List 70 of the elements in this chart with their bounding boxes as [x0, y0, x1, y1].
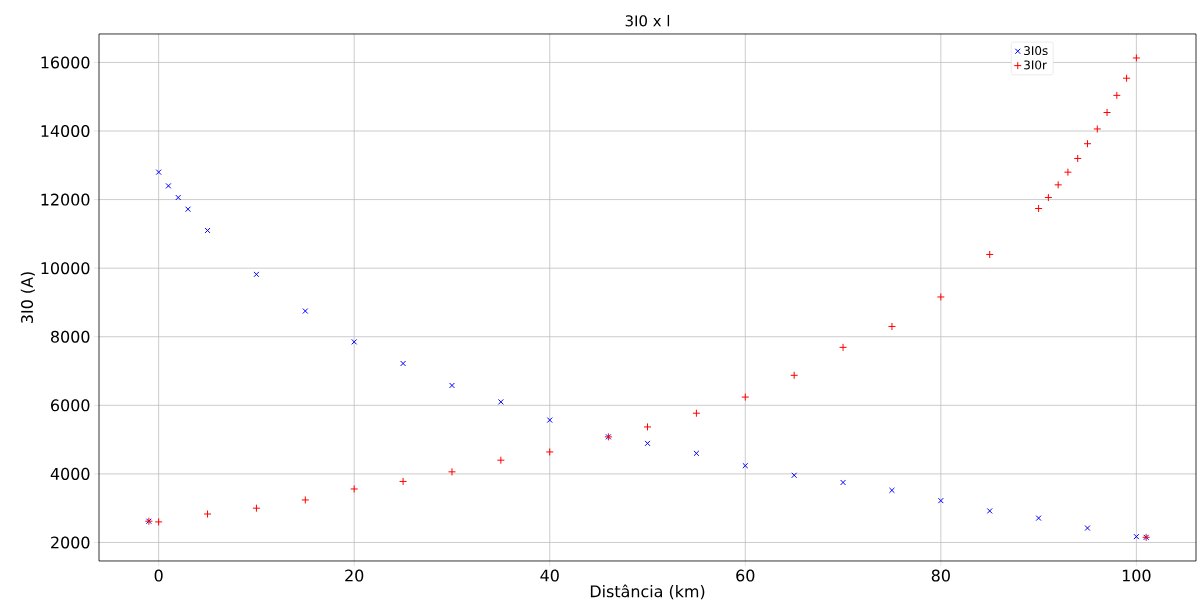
y-tick-label: 10000: [41, 262, 90, 275]
x-tick-label: 100: [1122, 569, 1151, 582]
point: [644, 440, 651, 447]
point: [1103, 108, 1112, 117]
point: [545, 447, 554, 456]
point: [790, 371, 799, 380]
point: [1063, 168, 1072, 177]
point: [204, 227, 211, 234]
point: [937, 497, 944, 504]
point: [448, 382, 455, 389]
point: [301, 495, 310, 504]
point: [1133, 533, 1140, 540]
point: [936, 292, 945, 301]
point: [693, 450, 700, 457]
point: [986, 507, 993, 514]
point: [155, 169, 162, 176]
point: [1093, 124, 1102, 133]
point: [985, 250, 994, 259]
point: [741, 393, 750, 402]
point: [497, 398, 504, 405]
point: [302, 308, 309, 314]
point: [1112, 91, 1121, 100]
point: [1054, 180, 1063, 189]
point: [742, 462, 749, 469]
legend-label: 3I0s: [1024, 46, 1048, 56]
point: [840, 479, 847, 486]
point: [351, 338, 358, 345]
y-tick-label: 16000: [41, 56, 90, 69]
point: [692, 409, 701, 418]
point: [546, 417, 553, 424]
point: [203, 510, 212, 519]
point: [399, 477, 408, 486]
point: [350, 484, 359, 493]
point: [185, 206, 191, 213]
x-tick-label: 0: [154, 569, 163, 582]
x-tick-label: 20: [345, 569, 364, 582]
point: [1083, 139, 1092, 148]
y-tick-label: 6000: [51, 399, 90, 412]
point: [175, 194, 182, 201]
x-tick-label: 80: [931, 569, 950, 582]
point: [1073, 154, 1082, 163]
point: [888, 487, 895, 494]
chart-title: 3I0 x l: [625, 14, 670, 27]
point: [400, 360, 407, 367]
point: [1122, 74, 1131, 83]
point: [1132, 53, 1141, 62]
y-tick-label: 4000: [50, 467, 90, 480]
point: [1044, 193, 1053, 202]
x-axis-title: Distância (km): [590, 584, 705, 600]
point: [1034, 204, 1043, 213]
legend-label: 3I0r: [1024, 60, 1047, 70]
point: [1084, 525, 1091, 532]
point: [839, 343, 848, 352]
point: [252, 504, 261, 513]
y-axis-title: 3I0 (A): [20, 272, 35, 323]
point: [165, 182, 172, 189]
x-tick-label: 40: [540, 569, 559, 582]
point: [1035, 515, 1042, 522]
point: [154, 517, 163, 526]
point: [887, 322, 896, 331]
y-tick-label: 12000: [41, 193, 90, 206]
point: [253, 271, 260, 278]
x-tick-label: 60: [736, 569, 755, 582]
point: [643, 422, 652, 431]
y-tick-label: 2000: [51, 536, 90, 549]
y-tick-label: 14000: [41, 124, 90, 138]
y-tick-label: 8000: [51, 330, 90, 343]
point: [791, 472, 798, 479]
point: [496, 456, 505, 465]
point: [447, 467, 456, 476]
